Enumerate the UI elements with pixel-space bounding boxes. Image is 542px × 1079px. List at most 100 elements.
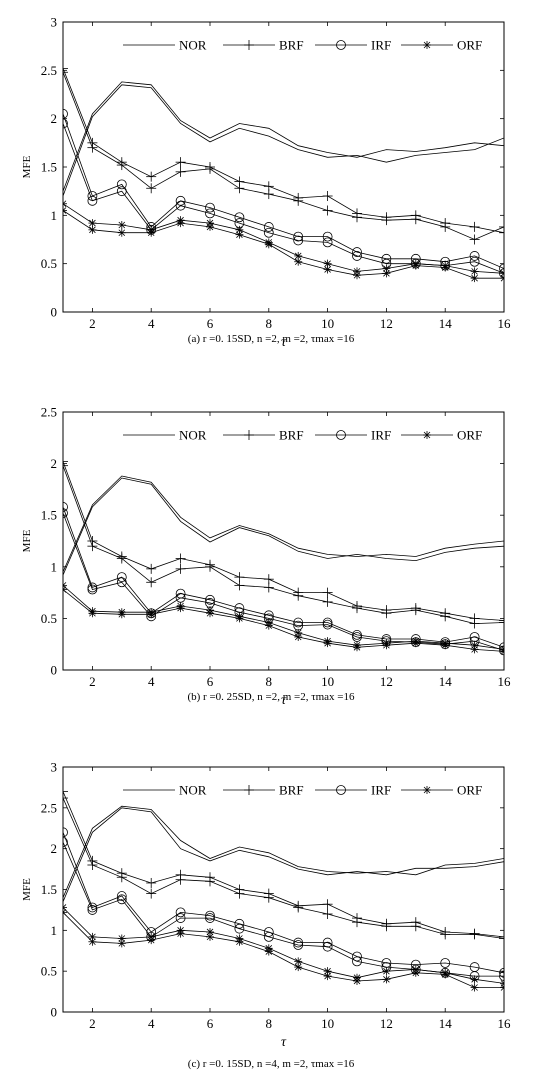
chart-0-series-7-point — [382, 269, 391, 278]
chart-2-series-7-point-d — [177, 930, 184, 937]
chart-0-x-tick-label: 4 — [148, 316, 155, 331]
chart-2-series-3-point — [205, 876, 215, 887]
chart-0-series-3-point — [440, 221, 451, 232]
chart-0-series-6-point — [63, 199, 67, 208]
chart-2-series-4-point-ring — [175, 907, 186, 918]
chart-0-series-7-point — [323, 265, 332, 274]
chart-0-series-4-point-ring — [116, 179, 127, 190]
chart-0-series-6-point-d — [471, 268, 478, 275]
chart-2-legend-marker — [244, 785, 254, 795]
chart-1-series-6-point-d — [63, 582, 67, 586]
chart-2-legend-entry: NOR — [123, 783, 207, 798]
chart-1-series-7-point-d — [294, 633, 302, 641]
chart-0-x-tick-label: 8 — [266, 316, 273, 331]
chart-0-series-1 — [63, 84, 504, 197]
chart-2-series-5-point — [263, 931, 274, 942]
chart-0-x-axis-label: τ — [281, 335, 287, 350]
chart-0-series-3 — [63, 67, 504, 245]
chart-0: 2 4 6 8 10 12 14 16 0 0.5 1 1.5 2 2.5 3 τ MFE NOR BRF IRF OR… — [21, 15, 511, 351]
chart-0-series-4-point-ring — [293, 231, 304, 242]
chart-1-series-7-point-d — [89, 609, 96, 617]
chart-2-series-7-point — [88, 937, 97, 946]
chart-2-series-5-point — [499, 971, 504, 981]
chart-1-series-7-point — [264, 621, 273, 630]
chart-0-series-5-point-ring — [175, 200, 186, 211]
chart-2-series-7-point — [353, 976, 361, 985]
chart-1-series-7-point — [294, 632, 303, 641]
chart-0-series-7-point-c — [63, 209, 67, 214]
chart-2-series-6-point-d — [89, 933, 96, 941]
chart-0-series-5-point — [116, 186, 127, 197]
chart-0-series-2-point — [146, 171, 157, 182]
chart-1-series-7-point — [206, 609, 214, 618]
chart-0-legend-label: IRF — [371, 38, 391, 53]
chart-2-series-7-point-d — [500, 986, 504, 991]
chart-2-series-3-point — [175, 874, 186, 885]
chart-0-series-7-point-d — [500, 277, 504, 282]
chart-2-series-7-point-d — [294, 963, 302, 971]
chart-2-series-5-point-ring — [116, 894, 127, 905]
chart-0-series-4-point — [234, 212, 245, 223]
chart-0-legend-marker-d — [423, 41, 431, 49]
chart-0-series-5-point-ring — [469, 256, 480, 267]
chart-1-series-7-point-d — [118, 610, 126, 618]
chart-2-series-4-point-ring — [499, 967, 504, 978]
chart-0-series-3-point — [116, 160, 127, 171]
chart-0-series-7-point — [500, 274, 504, 283]
chart-1-series-4-point-ring — [293, 617, 304, 628]
chart-2-series-7-point — [117, 939, 126, 948]
chart-2-series-7-point-d — [412, 969, 420, 977]
chart-1-series-7-point-d — [471, 646, 478, 653]
chart-0-series-7-point-d — [441, 264, 449, 271]
chart-0-series-6 — [63, 199, 504, 278]
chart-1-series-7-point-c — [63, 588, 67, 593]
chart-2-legend-entry: ORF — [401, 783, 482, 798]
chart-2-x-tick-label: 6 — [207, 1016, 214, 1031]
chart-0-series-7-point-d — [118, 229, 126, 237]
chart-1-legend-marker-ring — [336, 430, 346, 440]
chart-0-y-tick-label: 1.5 — [41, 160, 57, 175]
chart-2-series-5-point — [116, 894, 127, 905]
chart-0-series-6-point — [470, 267, 479, 276]
chart-2-series-6-point — [294, 957, 303, 966]
chart-0-series-7-point — [411, 261, 420, 270]
chart-0-series-4-point — [499, 263, 504, 274]
chart-0-series-3-line — [63, 72, 504, 240]
caption-c: (c) r =0. 15SD, n =4, m =2, τmax =16 — [187, 1058, 355, 1070]
chart-2-series-3-point — [63, 793, 68, 804]
chart-2-series-5-point — [63, 837, 68, 848]
chart-0-series-3-point — [381, 215, 392, 226]
chart-0-series-7-point — [264, 240, 273, 249]
chart-0-series-5-point-ring — [293, 235, 304, 246]
chart-0-series-5-point-ring — [87, 195, 98, 206]
chart-0-series-6-point-d — [89, 219, 96, 227]
chart-0-legend-label: BRF — [279, 38, 304, 53]
chart-1-series-3-point — [63, 460, 68, 471]
chart-0-x-tick-label: 10 — [321, 316, 334, 331]
chart-2-series-6-point — [382, 967, 391, 976]
chart-0-series-2-point — [175, 157, 186, 168]
chart-0-series-3-point — [263, 189, 274, 200]
chart-0-series-6-point-d — [383, 265, 390, 272]
chart-2-series-7-point-c — [63, 911, 67, 916]
chart-2-series-7-point-d — [265, 948, 273, 955]
chart-1-legend-label: NOR — [179, 428, 207, 443]
chart-1-y-tick-label: 2.5 — [41, 405, 57, 420]
chart-1-series-7-point-d — [147, 610, 155, 618]
chart-2-series-4-point — [263, 927, 274, 937]
chart-0-series-2-line — [63, 68, 504, 234]
chart-2-series-3-point — [499, 933, 504, 944]
chart-1-legend-entry: NOR — [123, 428, 207, 443]
chart-1-series-7-point — [500, 647, 504, 656]
chart-2-series-5-point-ring — [175, 913, 186, 923]
chart-0-series-6-point — [500, 269, 504, 278]
chart-0-series-5-line — [63, 123, 504, 274]
chart-1-series-1-line — [63, 477, 504, 576]
chart-1-x-tick-label: 14 — [439, 674, 453, 689]
chart-1-series-7-point — [63, 585, 67, 594]
chart-0-series-7-point-d — [324, 266, 331, 273]
chart-0-series-5-point — [322, 237, 333, 248]
chart-1-series-5-point-ring — [63, 508, 68, 519]
chart-0-series-5-point-ring — [116, 186, 127, 197]
chart-1-series-3-point — [440, 611, 451, 622]
